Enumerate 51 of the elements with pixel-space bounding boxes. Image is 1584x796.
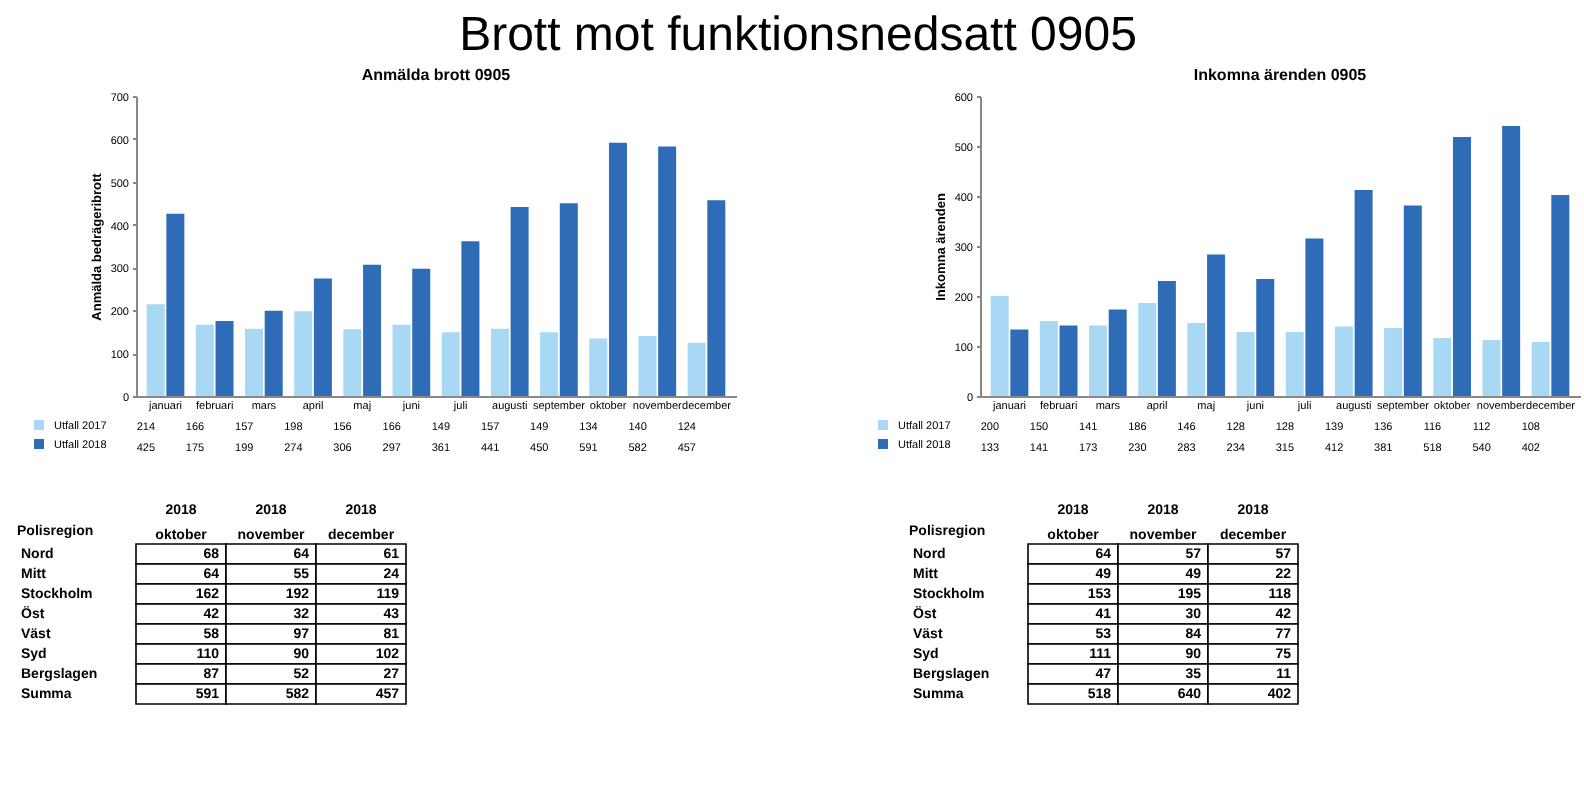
bar: [166, 213, 185, 396]
bar: [392, 324, 411, 396]
bar: [1059, 325, 1078, 396]
bar: [1108, 309, 1127, 396]
bar: [1354, 190, 1373, 396]
bar: [1403, 205, 1422, 396]
bar: [215, 321, 234, 396]
bar: [343, 329, 362, 396]
bar: [1089, 325, 1108, 396]
bar: [1256, 279, 1275, 396]
bar: [1039, 321, 1058, 396]
bar: [638, 336, 657, 396]
bar: [1187, 323, 1206, 396]
chart-title: Brott mot funktionsnedsatt 0905: [459, 8, 1137, 62]
bar: [658, 146, 677, 396]
bar: [589, 338, 608, 396]
chart-subtitle: Anmälda brott 0905: [361, 66, 512, 84]
bar: [1236, 332, 1255, 396]
bar: [264, 310, 283, 396]
bar: [146, 304, 165, 396]
bar: [1551, 195, 1570, 396]
bar: [608, 142, 627, 396]
bar: [1334, 326, 1353, 396]
chart-subtitle: Inkomna ärenden 0905: [1193, 66, 1368, 84]
bar: [313, 278, 332, 396]
bar: [1207, 254, 1226, 396]
bar: [510, 207, 529, 396]
bar: [540, 332, 559, 396]
bar: [363, 264, 382, 396]
bar: [559, 203, 578, 396]
bar: [441, 332, 460, 396]
bar: [1452, 137, 1471, 396]
bar: [990, 296, 1009, 396]
bar: [707, 200, 726, 396]
bar: [1305, 238, 1324, 396]
bar: [195, 324, 214, 396]
bar: [1157, 281, 1176, 396]
bar: [1285, 332, 1304, 396]
bar: [1010, 329, 1029, 396]
bar: [245, 328, 264, 396]
bar: [412, 268, 431, 396]
bar: [490, 328, 509, 396]
bar: [1384, 328, 1403, 396]
bar: [1433, 338, 1452, 396]
bar: [687, 342, 706, 396]
bar: [461, 241, 480, 396]
bar: [1138, 303, 1157, 396]
bar: [1531, 342, 1550, 396]
bar: [1502, 126, 1521, 396]
bar: [294, 311, 313, 396]
bar: [1482, 340, 1501, 396]
